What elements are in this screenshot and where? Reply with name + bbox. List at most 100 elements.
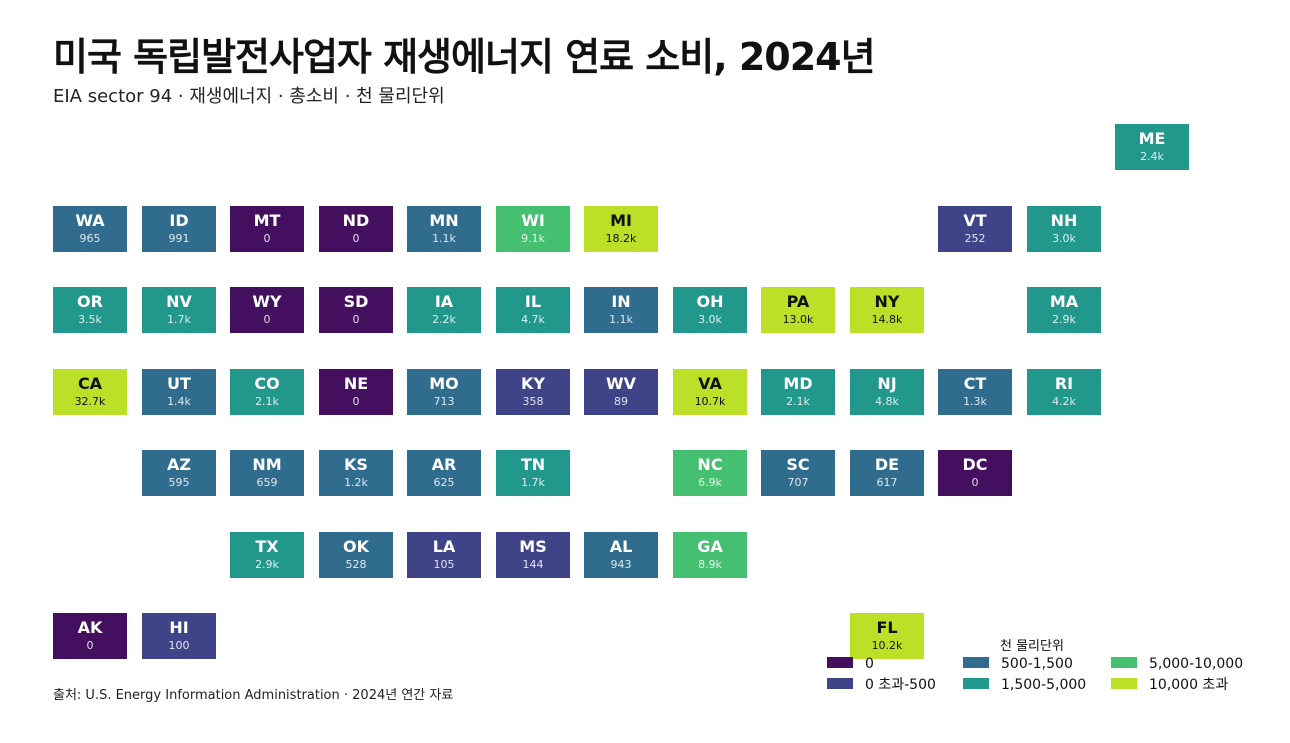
state-tile-ky: KY 358 bbox=[496, 369, 570, 415]
legend-label: 0 초과-500 bbox=[865, 677, 936, 693]
state-abbr: DE bbox=[874, 455, 900, 474]
state-tile-sc: SC 707 bbox=[761, 450, 835, 496]
state-abbr: CT bbox=[963, 374, 987, 393]
state-abbr: OK bbox=[343, 537, 369, 556]
state-value-label: 965 bbox=[79, 232, 101, 245]
state-tile-va: VA 10.7k bbox=[673, 369, 747, 415]
state-abbr: FL bbox=[876, 618, 898, 637]
state-abbr: NV bbox=[166, 292, 192, 311]
legend-swatch bbox=[1111, 678, 1137, 689]
state-value-label: 595 bbox=[168, 476, 190, 489]
state-abbr: TX bbox=[255, 537, 279, 556]
state-value-label: 0 bbox=[352, 313, 360, 326]
state-value-label: 991 bbox=[168, 232, 190, 245]
state-tile-nj: NJ 4.8k bbox=[850, 369, 924, 415]
state-tile-nc: NC 6.9k bbox=[673, 450, 747, 496]
state-value-label: 3.0k bbox=[1052, 232, 1076, 245]
state-tile-hi: HI 100 bbox=[142, 613, 216, 659]
state-abbr: IL bbox=[524, 292, 542, 311]
legend-swatch bbox=[827, 678, 853, 689]
state-abbr: PA bbox=[786, 292, 810, 311]
state-abbr: TN bbox=[520, 455, 546, 474]
state-tile-mo: MO 713 bbox=[407, 369, 481, 415]
legend-label: 0 bbox=[865, 656, 874, 672]
state-abbr: WA bbox=[75, 211, 105, 230]
legend-label: 500-1,500 bbox=[1001, 656, 1073, 672]
state-tile-or: OR 3.5k bbox=[53, 287, 127, 333]
state-value-label: 0 bbox=[352, 232, 360, 245]
state-abbr: WV bbox=[605, 374, 637, 393]
state-value-label: 617 bbox=[876, 476, 898, 489]
state-tile-ms: MS 144 bbox=[496, 532, 570, 578]
state-value-label: 4.7k bbox=[521, 313, 545, 326]
state-value-label: 0 bbox=[971, 476, 979, 489]
state-tile-az: AZ 595 bbox=[142, 450, 216, 496]
legend-item: 10,000 초과 bbox=[1111, 677, 1228, 693]
state-abbr: OR bbox=[77, 292, 103, 311]
state-tile-ks: KS 1.2k bbox=[319, 450, 393, 496]
state-value-label: 0 bbox=[352, 395, 360, 408]
state-abbr: ID bbox=[169, 211, 189, 230]
state-tile-id: ID 991 bbox=[142, 206, 216, 252]
state-tile-fl: FL 10.2k bbox=[850, 613, 924, 659]
state-value-label: 1.1k bbox=[609, 313, 633, 326]
state-abbr: MO bbox=[429, 374, 459, 393]
state-value-label: 18.2k bbox=[605, 232, 637, 245]
state-tile-ut: UT 1.4k bbox=[142, 369, 216, 415]
state-tile-ga: GA 8.9k bbox=[673, 532, 747, 578]
state-value-label: 10.2k bbox=[871, 639, 903, 652]
legend-label: 1,500-5,000 bbox=[1001, 677, 1087, 693]
state-value-label: 1.7k bbox=[167, 313, 191, 326]
state-value-label: 100 bbox=[168, 639, 190, 652]
legend-swatch bbox=[827, 657, 853, 668]
state-abbr: NY bbox=[874, 292, 900, 311]
state-value-label: 32.7k bbox=[74, 395, 106, 408]
state-tile-il: IL 4.7k bbox=[496, 287, 570, 333]
state-tile-tn: TN 1.7k bbox=[496, 450, 570, 496]
state-tile-pa: PA 13.0k bbox=[761, 287, 835, 333]
state-value-label: 659 bbox=[256, 476, 278, 489]
state-value-label: 9.1k bbox=[521, 232, 545, 245]
state-abbr: MA bbox=[1049, 292, 1079, 311]
state-tile-nm: NM 659 bbox=[230, 450, 304, 496]
state-tile-wv: WV 89 bbox=[584, 369, 658, 415]
state-tile-in: IN 1.1k bbox=[584, 287, 658, 333]
state-abbr: DC bbox=[962, 455, 988, 474]
state-abbr: MD bbox=[783, 374, 813, 393]
state-abbr: KY bbox=[521, 374, 545, 393]
state-abbr: UT bbox=[167, 374, 191, 393]
state-tile-sd: SD 0 bbox=[319, 287, 393, 333]
state-value-label: 2.4k bbox=[1140, 150, 1164, 163]
state-abbr: VT bbox=[963, 211, 987, 230]
state-abbr: WY bbox=[252, 292, 282, 311]
state-value-label: 528 bbox=[345, 558, 367, 571]
state-tile-dc: DC 0 bbox=[938, 450, 1012, 496]
legend-item: 1,500-5,000 bbox=[963, 677, 1086, 693]
state-abbr: NM bbox=[252, 455, 282, 474]
state-value-label: 943 bbox=[610, 558, 632, 571]
state-tile-al: AL 943 bbox=[584, 532, 658, 578]
state-tile-wi: WI 9.1k bbox=[496, 206, 570, 252]
state-value-label: 713 bbox=[433, 395, 455, 408]
state-value-label: 1.2k bbox=[344, 476, 368, 489]
state-value-label: 6.9k bbox=[698, 476, 722, 489]
legend-swatch bbox=[963, 678, 989, 689]
state-abbr: AK bbox=[77, 618, 103, 637]
state-abbr: NE bbox=[343, 374, 369, 393]
state-abbr: HI bbox=[169, 618, 189, 637]
state-abbr: SC bbox=[786, 455, 810, 474]
state-tile-ar: AR 625 bbox=[407, 450, 481, 496]
state-tile-co: CO 2.1k bbox=[230, 369, 304, 415]
state-tile-ok: OK 528 bbox=[319, 532, 393, 578]
state-value-label: 13.0k bbox=[782, 313, 814, 326]
state-tile-tx: TX 2.9k bbox=[230, 532, 304, 578]
state-value-label: 252 bbox=[964, 232, 986, 245]
state-value-label: 625 bbox=[433, 476, 455, 489]
legend-item: 500-1,500 bbox=[963, 656, 1073, 672]
state-value-label: 1.3k bbox=[963, 395, 987, 408]
state-abbr: OH bbox=[696, 292, 724, 311]
state-value-label: 10.7k bbox=[694, 395, 726, 408]
state-abbr: VA bbox=[698, 374, 722, 393]
legend-label: 5,000-10,000 bbox=[1149, 656, 1244, 672]
state-value-label: 2.9k bbox=[255, 558, 279, 571]
